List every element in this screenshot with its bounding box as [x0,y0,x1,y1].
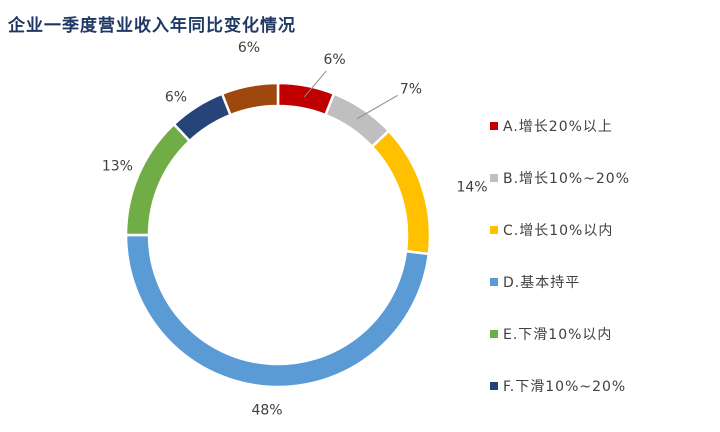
legend-label-3: C.增长10%以内 [503,223,614,239]
legend-label-6: F.下滑10%~20% [503,379,627,395]
legend-swatch-1 [490,122,498,130]
leader-line-2 [356,94,398,120]
legend-item-4: D.基本持平 [490,256,630,308]
legend-swatch-6 [490,382,498,390]
data-label-7: 6% [238,40,260,56]
legend-swatch-3 [490,226,498,234]
data-label-1: 6% [323,52,345,68]
donut-slice-7 [220,81,280,117]
legend-label-2: B.增长10%~20% [503,171,631,187]
chart-title: 企业一季度营业收入年同比变化情况 [8,16,296,36]
legend-label-1: A.增长20%以上 [503,119,613,135]
legend-item-2: B.增长10%~20% [490,152,630,204]
donut-slice-4 [124,233,431,389]
data-label-4: 48% [251,403,282,419]
donut-slice-1 [276,81,336,117]
legend-item-6: F.下滑10%~20% [490,360,630,412]
legend-label-5: E.下滑10%以内 [503,327,613,343]
legend-swatch-4 [490,278,498,286]
legend-swatch-2 [490,174,498,182]
donut-slice-3 [370,129,432,256]
data-label-5: 13% [102,158,133,174]
legend-item-1: A.增长20%以上 [490,100,630,152]
leader-line-1 [303,70,327,98]
donut-slice-5 [124,122,192,237]
legend-item-3: C.增长10%以内 [490,204,630,256]
data-label-2: 7% [400,81,422,97]
legend-item-5: E.下滑10%以内 [490,308,630,360]
data-label-3: 14% [456,180,487,196]
legend-label-4: D.基本持平 [503,275,581,291]
chart-legend: A.增长20%以上 B.增长10%~20% C.增长10%以内 D.基本持平 E.下滑1… [490,100,630,412]
legend-swatch-5 [490,330,498,338]
data-label-6: 6% [165,90,187,106]
